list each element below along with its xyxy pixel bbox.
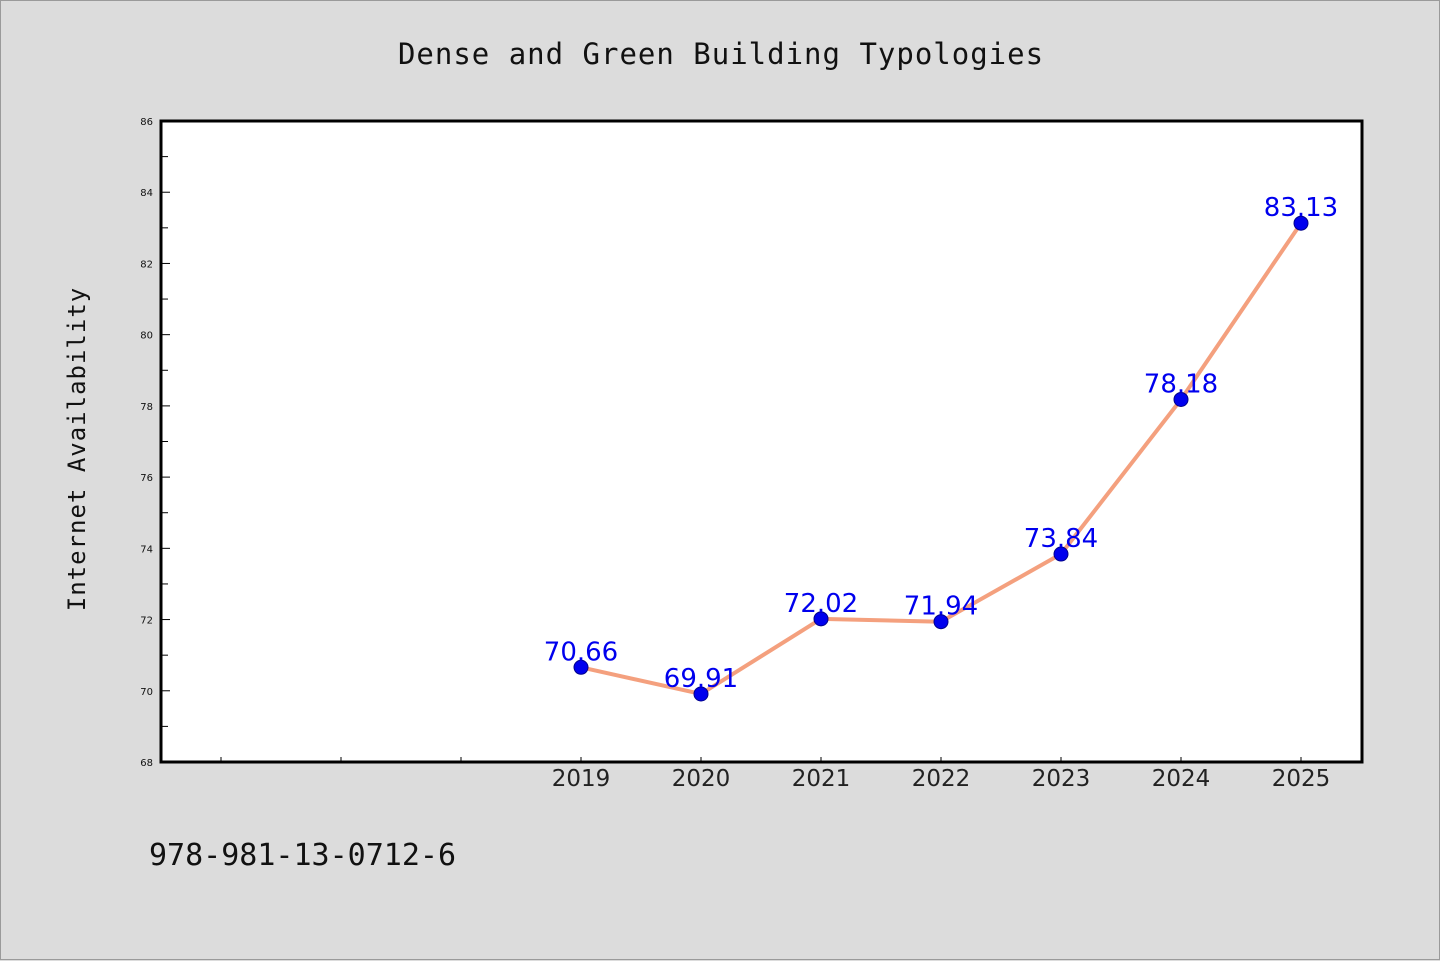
y-tick-label: 76 [140, 473, 153, 484]
x-tick-label: 2021 [792, 766, 851, 792]
x-tick-label: 2023 [1032, 766, 1091, 792]
data-point-2025 [1293, 215, 1309, 231]
data-point-2024 [1173, 391, 1189, 407]
data-label-2024: 78.18 [1144, 369, 1218, 399]
data-label-2023: 73.84 [1024, 524, 1098, 554]
y-tick-label: 68 [140, 758, 153, 769]
series-group: 70.66 69.91 72.02 71.94 73.84 78.18 83.13 [544, 193, 1338, 702]
y-tick-label: 80 [140, 331, 153, 342]
plot-area [159, 119, 1364, 764]
data-label-2025: 83.13 [1264, 193, 1338, 223]
data-point-2021 [813, 611, 829, 627]
isbn-text: 978-981-13-0712-6 [149, 838, 456, 873]
y-tick-label: 70 [140, 687, 153, 698]
x-tick-label: 2024 [1152, 766, 1211, 792]
x-tick-label: 2025 [1272, 766, 1331, 792]
y-tick-label: 72 [140, 616, 153, 627]
chart-title: Dense and Green Building Typologies [398, 37, 1044, 71]
data-point-2022 [933, 614, 949, 630]
y-axis-label: Internet Availability [63, 287, 91, 611]
y-tick-label: 84 [140, 188, 153, 199]
data-label-2020: 69.91 [664, 664, 738, 694]
x-tick-label: 2022 [912, 766, 971, 792]
y-tick-label: 78 [140, 402, 153, 413]
y-tick-label: 82 [140, 259, 153, 270]
y-tick-label: 74 [140, 544, 153, 555]
y-tick-label: 86 [140, 117, 153, 128]
data-label-2021: 72.02 [784, 589, 858, 619]
x-tick-label: 2019 [552, 766, 611, 792]
x-tick-label: 2020 [672, 766, 731, 792]
data-point-2023 [1053, 546, 1069, 562]
axes: 68 70 72 74 76 78 80 82 84 86 2019 2020 2021 2022 2023… [140, 117, 1330, 792]
data-point-2019 [573, 659, 589, 675]
data-label-2019: 70.66 [544, 637, 618, 667]
data-label-2022: 71.94 [904, 592, 978, 622]
data-point-2020 [693, 686, 709, 702]
